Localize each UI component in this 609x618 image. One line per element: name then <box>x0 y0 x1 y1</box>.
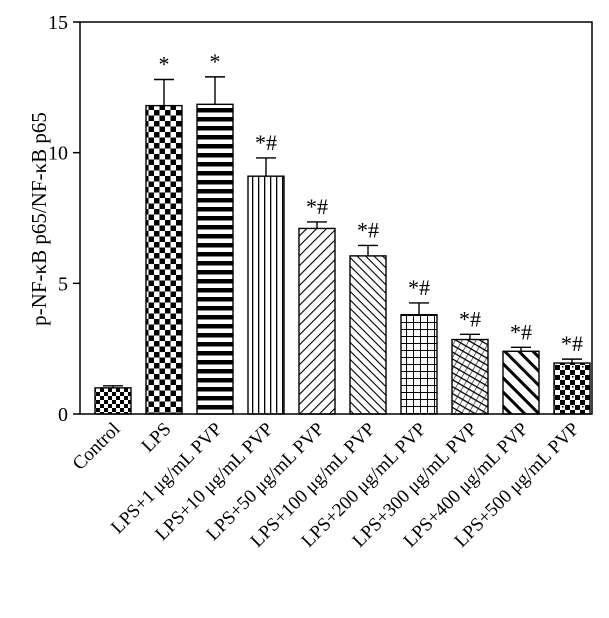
bar-1 <box>94 387 132 415</box>
bar-7 <box>400 313 438 415</box>
significance-label-2: * <box>159 51 170 76</box>
x-tick-label-1: Control <box>69 419 125 475</box>
y-tick-label-10: 10 <box>48 143 68 165</box>
significance-label-8: *# <box>459 306 481 331</box>
significance-label-5: *# <box>306 194 328 219</box>
significance-label-4: *# <box>255 130 277 155</box>
y-axis-title: p-NF-κB p65/NF-κB p65 <box>27 112 51 326</box>
significance-label-9: *# <box>510 319 532 344</box>
bar-6 <box>349 255 387 415</box>
y-tick-label-5: 5 <box>58 273 68 295</box>
bar-8 <box>451 338 489 415</box>
bar-9 <box>502 350 540 415</box>
bar-4 <box>247 175 285 415</box>
significance-label-6: *# <box>357 217 379 242</box>
y-tick-label-15: 15 <box>48 12 68 34</box>
bar-5 <box>298 227 336 415</box>
plot-frame <box>79 21 593 415</box>
significance-label-7: *# <box>408 275 430 300</box>
y-tick-label-0: 0 <box>58 404 68 426</box>
significance-label-10: *# <box>561 331 583 356</box>
bar-2 <box>145 104 183 415</box>
bar-10 <box>553 362 591 415</box>
bar-3 <box>196 103 234 415</box>
significance-label-3: * <box>210 49 221 74</box>
x-tick-label-2: LPS <box>138 419 176 457</box>
